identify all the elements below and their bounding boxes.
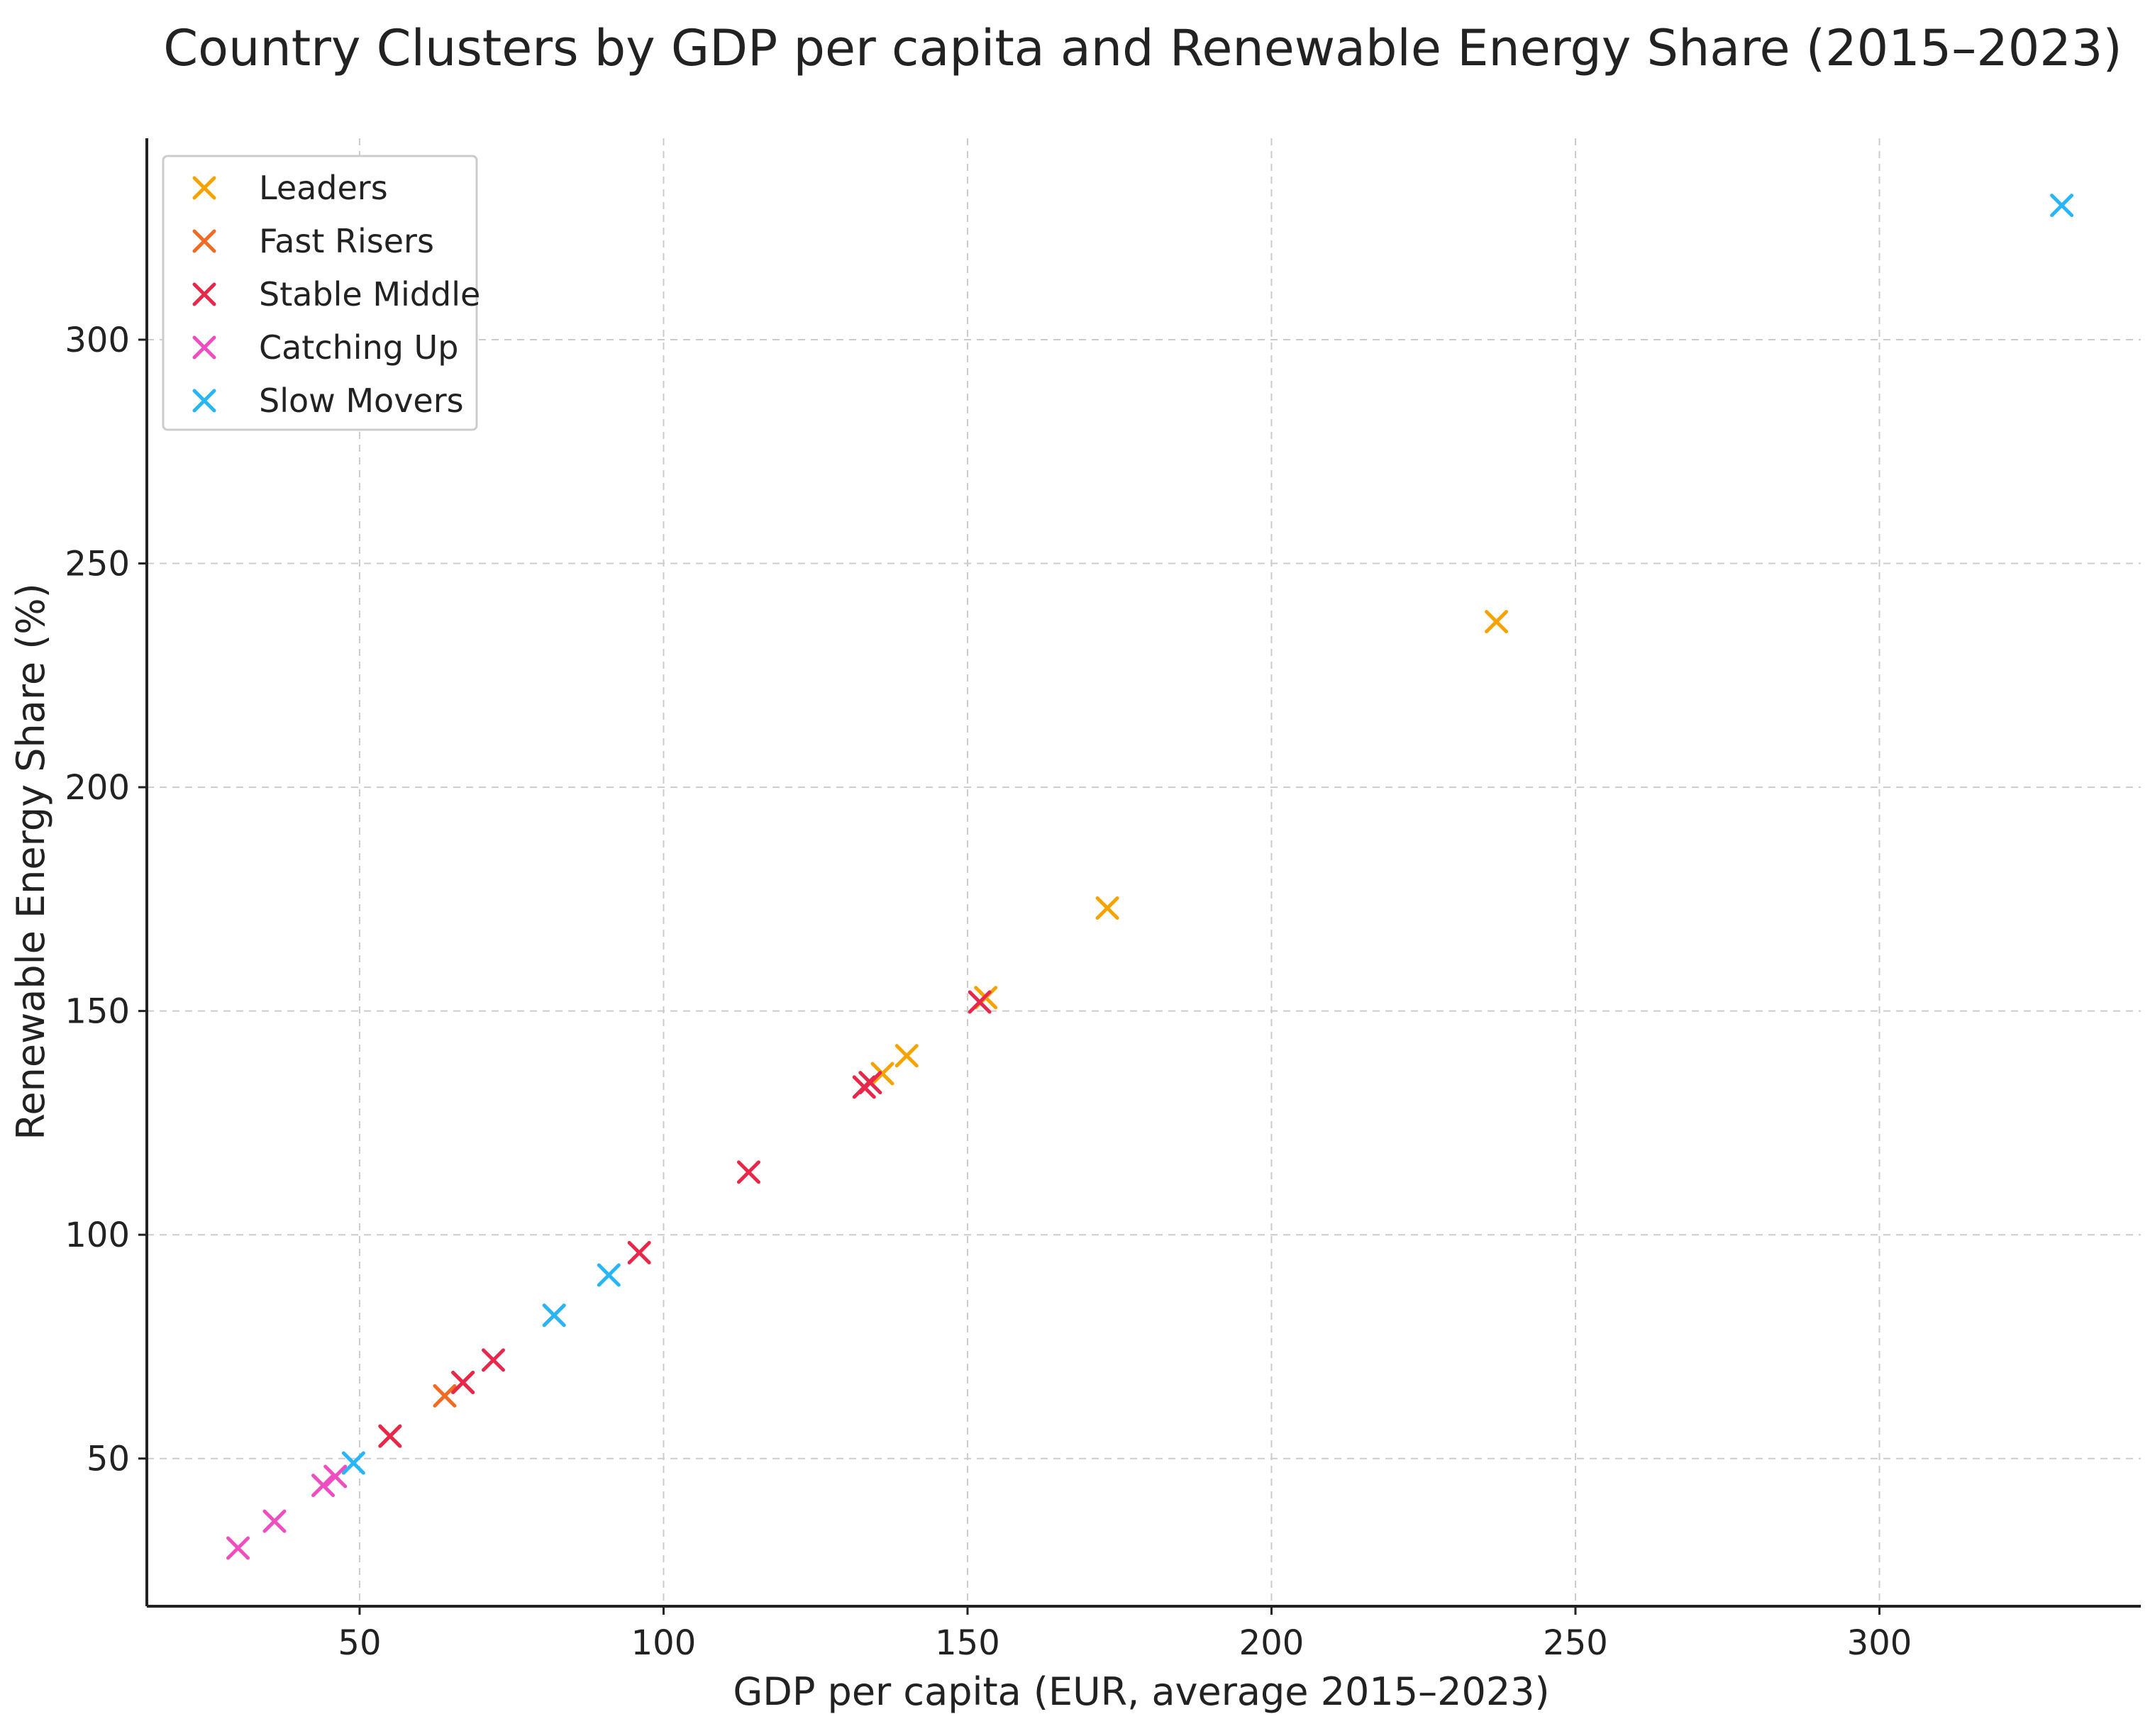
data-point-stable-middle: [481, 1348, 505, 1372]
data-point-leaders: [1485, 610, 1509, 634]
y-axis-label: Renewable Energy Share (%): [9, 583, 53, 1140]
data-point-slow-movers: [542, 1303, 566, 1328]
legend-label-leaders: Leaders: [259, 169, 388, 207]
data-point-stable-middle: [378, 1424, 402, 1448]
data-point-catching-up: [226, 1536, 250, 1560]
axes: [145, 138, 2141, 1608]
y-tick-label: 150: [65, 992, 130, 1032]
data-point-stable-middle: [451, 1370, 475, 1394]
y-tick-label: 250: [65, 545, 130, 584]
x-tick-label: 300: [1847, 1623, 1912, 1663]
legend-label-stable-middle: Stable Middle: [259, 275, 480, 313]
data-points: [226, 194, 2074, 1560]
grid-lines: [147, 138, 2141, 1606]
data-point-slow-movers: [341, 1451, 365, 1475]
data-point-slow-movers: [2050, 194, 2074, 218]
legend-box: [162, 155, 478, 431]
x-tick-label: 150: [935, 1623, 1000, 1663]
legend-marker-leaders: [192, 176, 216, 200]
legend-label-fast-risers: Fast Risers: [259, 222, 434, 260]
y-tick-label: 50: [87, 1440, 130, 1479]
data-point-stable-middle: [627, 1240, 651, 1264]
data-point-slow-movers: [597, 1263, 621, 1287]
y-tick-label: 300: [65, 321, 130, 360]
data-point-stable-middle: [736, 1160, 760, 1184]
data-point-leaders: [894, 1044, 919, 1068]
x-tick-label: 50: [338, 1623, 381, 1663]
data-point-fast-risers: [433, 1384, 457, 1408]
x-tick-label: 250: [1543, 1623, 1608, 1663]
legend-label-catching-up: Catching Up: [259, 328, 458, 367]
x-tick-label: 200: [1239, 1623, 1304, 1663]
legend-items: Leaders Fast Risers Stable Middle Catching …: [192, 169, 480, 420]
tick-labels: 50 100 150 200 250 300 50 100 150 200 250 300: [65, 321, 1912, 1663]
legend-marker-stable-middle: [192, 282, 216, 306]
data-point-leaders: [870, 1062, 894, 1086]
data-point-catching-up: [323, 1464, 348, 1489]
legend: Leaders Fast Risers Stable Middle Catching …: [162, 155, 480, 431]
x-axis-label: GDP per capita (EUR, average 2015–2023): [733, 1669, 1549, 1714]
y-tick-label: 100: [65, 1215, 130, 1255]
legend-marker-fast-risers: [192, 229, 216, 253]
chart-title: Country Clusters by GDP per capita and R…: [163, 19, 2122, 77]
data-point-catching-up: [262, 1509, 287, 1533]
x-tick-label: 100: [631, 1623, 697, 1663]
legend-marker-catching-up: [192, 335, 216, 360]
y-tick-label: 200: [65, 768, 130, 808]
legend-label-slow-movers: Slow Movers: [259, 382, 464, 420]
data-point-stable-middle: [858, 1071, 882, 1095]
data-point-stable-middle: [968, 990, 992, 1014]
legend-marker-slow-movers: [192, 389, 216, 413]
data-point-leaders: [1095, 896, 1119, 920]
data-point-catching-up: [311, 1474, 336, 1498]
